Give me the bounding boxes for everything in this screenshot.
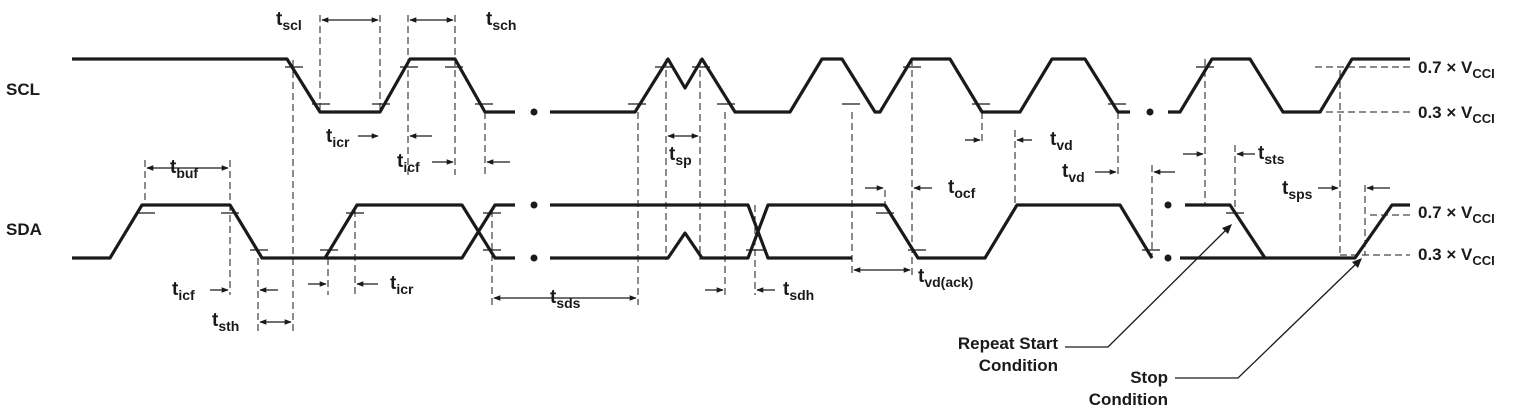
scl-high-level-label: 0.7 × VCCI <box>1418 58 1495 81</box>
sda-continuation-dot-1a <box>530 201 538 209</box>
sda-high-level-label: 0.7 × VCCI <box>1418 203 1495 226</box>
sda-waveform-3 <box>1185 203 1410 260</box>
t-ocf-label: tocf <box>948 177 976 201</box>
t-scl-label: tscl <box>276 9 302 33</box>
timing-arrows <box>146 17 1390 325</box>
repeat-start-leader-head <box>1222 224 1232 234</box>
t-sch-label: tsch <box>486 9 516 33</box>
sda-low-level-label: 0.3 × VCCI <box>1418 245 1495 268</box>
sda-waveform-2-high <box>550 203 852 260</box>
t-icr-sda-label: ticr <box>390 273 414 297</box>
scl-label: SCL <box>6 80 40 99</box>
t-vd-2-label: tvd <box>1062 161 1085 185</box>
repeat-start-leader <box>1065 227 1229 348</box>
stop-leader-head <box>1352 258 1362 268</box>
t-vd-ack-label: tvd(ack) <box>918 266 973 290</box>
t-sth-label: tsth <box>212 310 239 334</box>
t-sts-label: tsts <box>1258 143 1285 167</box>
repeat-start-label-1: Repeat Start <box>958 334 1058 353</box>
t-sps-label: tsps <box>1282 178 1313 202</box>
sda-continuation-dot-2b <box>1164 254 1172 262</box>
repeat-start-label-2: Condition <box>979 356 1058 375</box>
scl-continuation-dot-1 <box>530 108 538 116</box>
reference-lines <box>144 15 1410 335</box>
scl-continuation-dot-2 <box>1146 108 1154 116</box>
sda-waveform-1-high <box>325 203 515 260</box>
t-sdh-label: tsdh <box>783 279 814 303</box>
t-icr-scl-label: ticr <box>326 126 350 150</box>
threshold-ticks <box>137 66 1244 251</box>
stop-leader <box>1175 261 1359 379</box>
t-icf-scl-label: ticf <box>397 151 420 175</box>
sda-waveform-2-low <box>550 203 1154 260</box>
t-vd-label: tvd <box>1050 129 1073 153</box>
scl-waveform-3 <box>1168 57 1410 114</box>
t-sp-label: tsp <box>669 144 692 168</box>
sda-label: SDA <box>6 220 42 239</box>
stop-label-2: Condition <box>1089 390 1168 409</box>
t-sds-label: tsds <box>550 287 581 311</box>
t-icf-sda-label: ticf <box>172 279 195 303</box>
stop-label-1: Stop <box>1130 368 1168 387</box>
scl-waveform-2 <box>550 57 1130 114</box>
sda-continuation-dot-2a <box>1164 201 1172 209</box>
scl-low-level-label: 0.3 × VCCI <box>1418 103 1495 126</box>
t-buf-label: tbuf <box>170 157 198 181</box>
sda-continuation-dot-1b <box>530 254 538 262</box>
scl-waveform-1 <box>72 57 515 114</box>
